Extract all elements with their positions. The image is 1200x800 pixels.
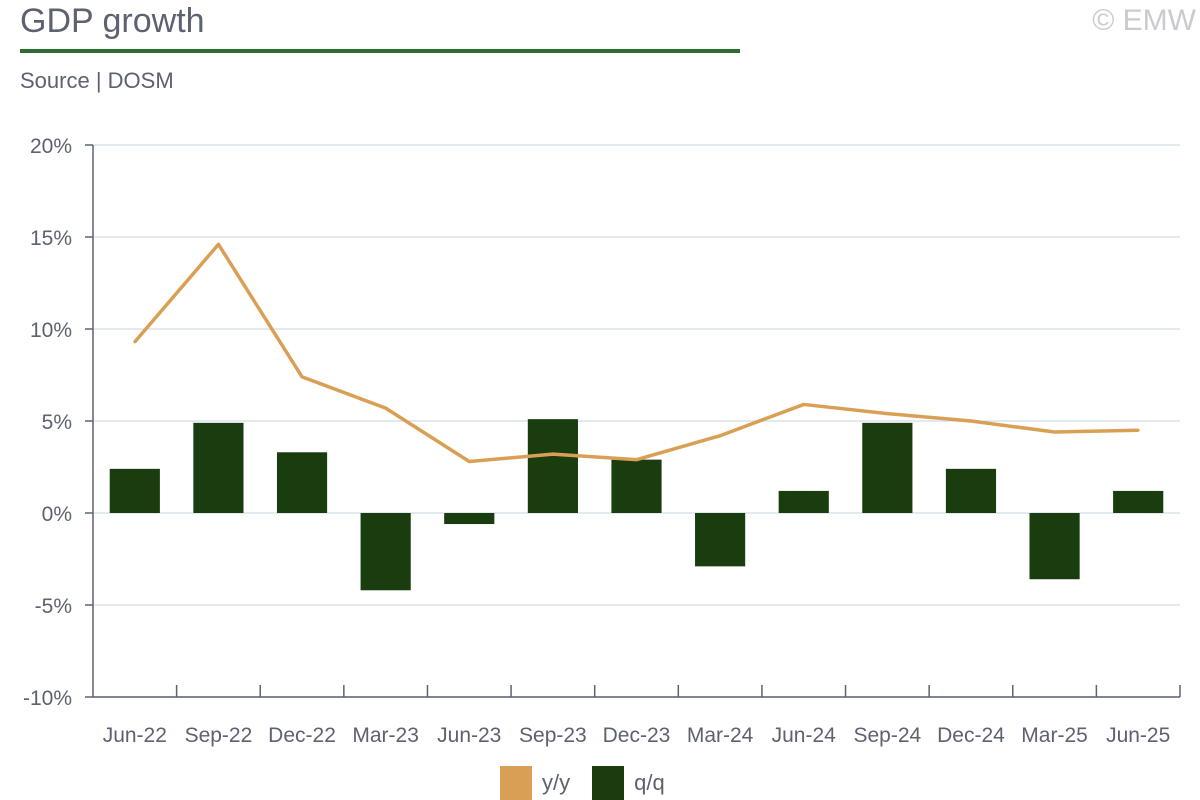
x-tick-label: Sep-24 (853, 724, 921, 747)
y-tick-label: 5% (42, 411, 72, 434)
x-tick-label: Sep-23 (519, 724, 587, 747)
point-yy (551, 452, 555, 456)
point-yy (300, 375, 304, 379)
legend-swatch-yy (500, 766, 532, 800)
point-yy (1053, 430, 1057, 434)
x-tick-label: Jun-25 (1106, 724, 1170, 747)
chart-legend: y/y q/q (500, 766, 687, 800)
legend-item-qq: q/q (592, 766, 665, 800)
gdp-growth-chart: 20% 15% 10% 5% 0% -5% -10% Jun-22 Sep-22 Dec-22 Ma… (23, 135, 1181, 747)
bar-qq (109, 468, 160, 513)
point-yy (969, 419, 973, 423)
y-tick-label: -5% (35, 595, 72, 618)
point-yy (1136, 428, 1140, 432)
y-tick-label: -10% (23, 687, 72, 710)
legend-item-yy: y/y (500, 766, 570, 800)
x-tick-label: Mar-24 (687, 724, 754, 747)
bar-qq (862, 422, 913, 513)
point-yy (635, 458, 638, 462)
y-tick-label: 0% (42, 503, 72, 526)
x-tick-label: Mar-25 (1021, 724, 1088, 747)
chart-title: GDP growth (20, 2, 205, 40)
x-tick-label: Jun-22 (103, 724, 167, 747)
bar-qq (778, 490, 829, 513)
bar-qq (444, 513, 495, 525)
point-yy (802, 402, 806, 406)
line-yy (133, 242, 1139, 464)
point-yy (384, 406, 388, 410)
bar-qq (945, 468, 997, 513)
point-yy (133, 340, 137, 344)
title-underline (20, 49, 740, 53)
point-yy (885, 412, 889, 416)
x-tick-label: Dec-23 (603, 724, 671, 747)
point-yy (467, 459, 471, 463)
bar-qq (276, 452, 328, 513)
x-tick-label: Dec-22 (268, 724, 336, 747)
bar-qq (1113, 490, 1164, 513)
bar-qq (695, 513, 746, 567)
chart-source: Source | DOSM (20, 68, 174, 93)
bar-qq (611, 459, 662, 513)
point-yy (216, 242, 220, 246)
x-tick-label: Sep-22 (185, 724, 253, 747)
x-tick-label: Jun-23 (437, 724, 501, 747)
x-tick-label: Dec-24 (937, 724, 1005, 747)
legend-label-qq: q/q (634, 770, 665, 795)
y-tick-label: 15% (30, 227, 72, 250)
bar-qq (1029, 513, 1080, 580)
y-tick-label: 20% (30, 135, 72, 158)
point-yy (718, 434, 722, 438)
bar-qq (193, 422, 244, 513)
bar-qq (360, 513, 411, 591)
bar-qq (527, 419, 578, 513)
y-tick-label: 10% (30, 319, 72, 342)
legend-swatch-qq (592, 766, 625, 800)
legend-label-yy: y/y (542, 770, 571, 795)
x-tick-label: Mar-23 (352, 724, 419, 747)
copyright-watermark: © EMW (1092, 4, 1196, 37)
x-tick-label: Jun-24 (772, 724, 837, 747)
